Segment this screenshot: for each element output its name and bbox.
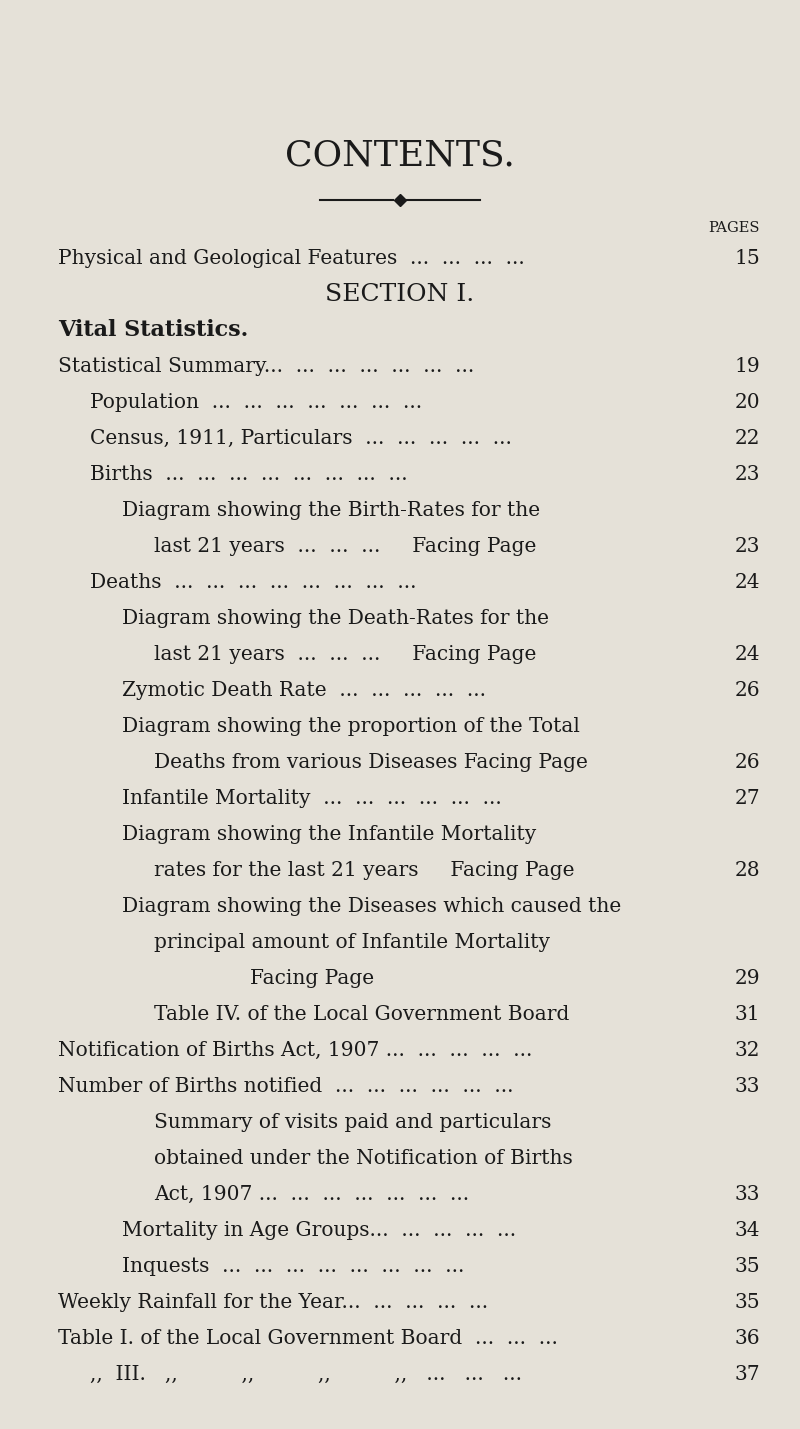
Text: Summary of visits paid and particulars: Summary of visits paid and particulars [154, 1113, 551, 1132]
Text: 33: 33 [734, 1076, 760, 1096]
Text: 24: 24 [734, 573, 760, 592]
Text: obtained under the Notification of Births: obtained under the Notification of Birth… [154, 1149, 573, 1167]
Text: 31: 31 [734, 1005, 760, 1023]
Text: 35: 35 [734, 1292, 760, 1312]
Text: Vital Statistics.: Vital Statistics. [58, 319, 248, 342]
Text: Mortality in Age Groups...  ...  ...  ...  ...: Mortality in Age Groups... ... ... ... .… [122, 1220, 516, 1239]
Text: Diagram showing the Infantile Mortality: Diagram showing the Infantile Mortality [122, 825, 536, 843]
Text: Physical and Geological Features  ...  ...  ...  ...: Physical and Geological Features ... ...… [58, 249, 525, 267]
Text: Table IV. of the Local Government Board: Table IV. of the Local Government Board [154, 1005, 570, 1023]
Text: 27: 27 [734, 789, 760, 807]
Text: Population  ...  ...  ...  ...  ...  ...  ...: Population ... ... ... ... ... ... ... [90, 393, 422, 412]
Text: Census, 1911, Particulars  ...  ...  ...  ...  ...: Census, 1911, Particulars ... ... ... ..… [90, 429, 512, 447]
Text: Deaths  ...  ...  ...  ...  ...  ...  ...  ...: Deaths ... ... ... ... ... ... ... ... [90, 573, 417, 592]
Text: 33: 33 [734, 1185, 760, 1203]
Text: Facing Page: Facing Page [250, 969, 374, 987]
Text: 32: 32 [734, 1040, 760, 1059]
Text: 28: 28 [734, 860, 760, 879]
Text: Notification of Births Act, 1907 ...  ...  ...  ...  ...: Notification of Births Act, 1907 ... ...… [58, 1040, 532, 1059]
Text: 29: 29 [734, 969, 760, 987]
Text: 26: 26 [734, 680, 760, 700]
Text: Diagram showing the proportion of the Total: Diagram showing the proportion of the To… [122, 716, 580, 736]
Text: 35: 35 [734, 1256, 760, 1276]
Text: 22: 22 [734, 429, 760, 447]
Text: 23: 23 [734, 464, 760, 483]
Text: Inquests  ...  ...  ...  ...  ...  ...  ...  ...: Inquests ... ... ... ... ... ... ... ... [122, 1256, 464, 1276]
Text: Births  ...  ...  ...  ...  ...  ...  ...  ...: Births ... ... ... ... ... ... ... ... [90, 464, 408, 483]
Text: Act, 1907 ...  ...  ...  ...  ...  ...  ...: Act, 1907 ... ... ... ... ... ... ... [154, 1185, 469, 1203]
Text: Table I. of the Local Government Board  ...  ...  ...: Table I. of the Local Government Board .… [58, 1329, 558, 1348]
Text: Diagram showing the Birth-Rates for the: Diagram showing the Birth-Rates for the [122, 500, 540, 520]
Text: last 21 years  ...  ...  ...     Facing Page: last 21 years ... ... ... Facing Page [154, 644, 536, 663]
Text: Deaths from various Diseases Facing Page: Deaths from various Diseases Facing Page [154, 753, 588, 772]
Text: principal amount of Infantile Mortality: principal amount of Infantile Mortality [154, 933, 550, 952]
Text: CONTENTS.: CONTENTS. [285, 139, 515, 171]
Text: last 21 years  ...  ...  ...     Facing Page: last 21 years ... ... ... Facing Page [154, 536, 536, 556]
Text: Diagram showing the Death-Rates for the: Diagram showing the Death-Rates for the [122, 609, 549, 627]
Text: Zymotic Death Rate  ...  ...  ...  ...  ...: Zymotic Death Rate ... ... ... ... ... [122, 680, 486, 700]
Text: 34: 34 [734, 1220, 760, 1239]
Text: rates for the last 21 years     Facing Page: rates for the last 21 years Facing Page [154, 860, 574, 879]
Text: Diagram showing the Diseases which caused the: Diagram showing the Diseases which cause… [122, 896, 622, 916]
Text: Number of Births notified  ...  ...  ...  ...  ...  ...: Number of Births notified ... ... ... ..… [58, 1076, 514, 1096]
Text: PAGES: PAGES [709, 221, 760, 234]
Text: Infantile Mortality  ...  ...  ...  ...  ...  ...: Infantile Mortality ... ... ... ... ... … [122, 789, 502, 807]
Text: 26: 26 [734, 753, 760, 772]
Text: 19: 19 [734, 356, 760, 376]
Text: 36: 36 [734, 1329, 760, 1348]
Text: 23: 23 [734, 536, 760, 556]
Text: 15: 15 [734, 249, 760, 267]
Text: 20: 20 [734, 393, 760, 412]
Text: Statistical Summary...  ...  ...  ...  ...  ...  ...: Statistical Summary... ... ... ... ... .… [58, 356, 474, 376]
Text: 37: 37 [734, 1365, 760, 1383]
Text: ,,  III.   ,,          ,,          ,,          ,,   ...   ...   ...: ,, III. ,, ,, ,, ,, ... ... ... [90, 1365, 522, 1383]
Text: 24: 24 [734, 644, 760, 663]
Text: SECTION I.: SECTION I. [326, 283, 474, 306]
Text: Weekly Rainfall for the Year...  ...  ...  ...  ...: Weekly Rainfall for the Year... ... ... … [58, 1292, 488, 1312]
